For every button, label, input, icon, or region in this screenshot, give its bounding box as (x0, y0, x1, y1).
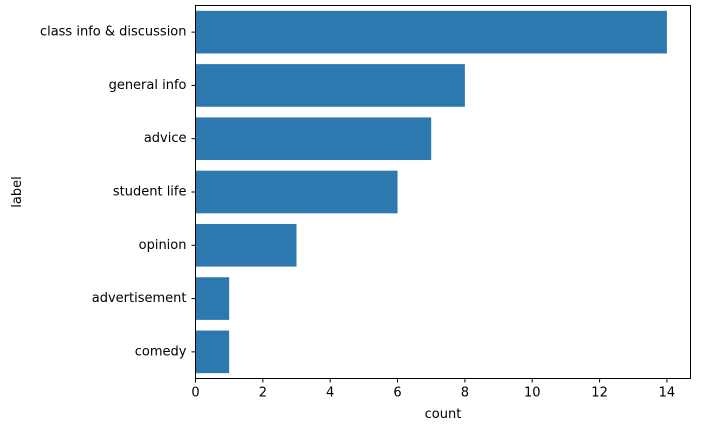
x-tick-labels: 0 2 4 6 8 10 12 14 (191, 386, 675, 401)
y-tick-marks (191, 31, 196, 353)
bar-7 (195, 330, 230, 374)
x-tick-label: 14 (659, 386, 676, 401)
x-tick-label: 12 (591, 386, 608, 401)
y-tick-label: class info & discussion (40, 25, 187, 40)
y-tick-label: general info (109, 78, 187, 93)
x-tick-label: 6 (393, 386, 401, 401)
bar-3 (195, 117, 432, 161)
x-tick-label: 4 (326, 386, 334, 401)
y-axis-title: label (10, 176, 25, 207)
x-tick-label: 10 (524, 386, 541, 401)
bar-5 (195, 223, 297, 267)
plot-frame (195, 5, 691, 379)
x-tick-label: 0 (191, 386, 199, 401)
bars-group (195, 10, 667, 374)
x-tick-label: 8 (461, 386, 469, 401)
y-tick-label: advertisement (92, 291, 187, 306)
y-tick-labels: class info & discussion general info advic… (40, 25, 187, 360)
bar-4 (195, 170, 398, 214)
x-axis-title: count (425, 407, 462, 422)
y-tick-label: comedy (135, 344, 187, 359)
bar-6 (195, 277, 230, 320)
bar-2 (195, 64, 465, 107)
bar-1 (195, 10, 667, 54)
x-tick-marks (195, 378, 668, 383)
y-tick-label: advice (144, 131, 187, 146)
y-tick-label: student life (113, 185, 187, 200)
x-tick-label: 2 (259, 386, 267, 401)
y-tick-label: opinion (139, 238, 187, 253)
